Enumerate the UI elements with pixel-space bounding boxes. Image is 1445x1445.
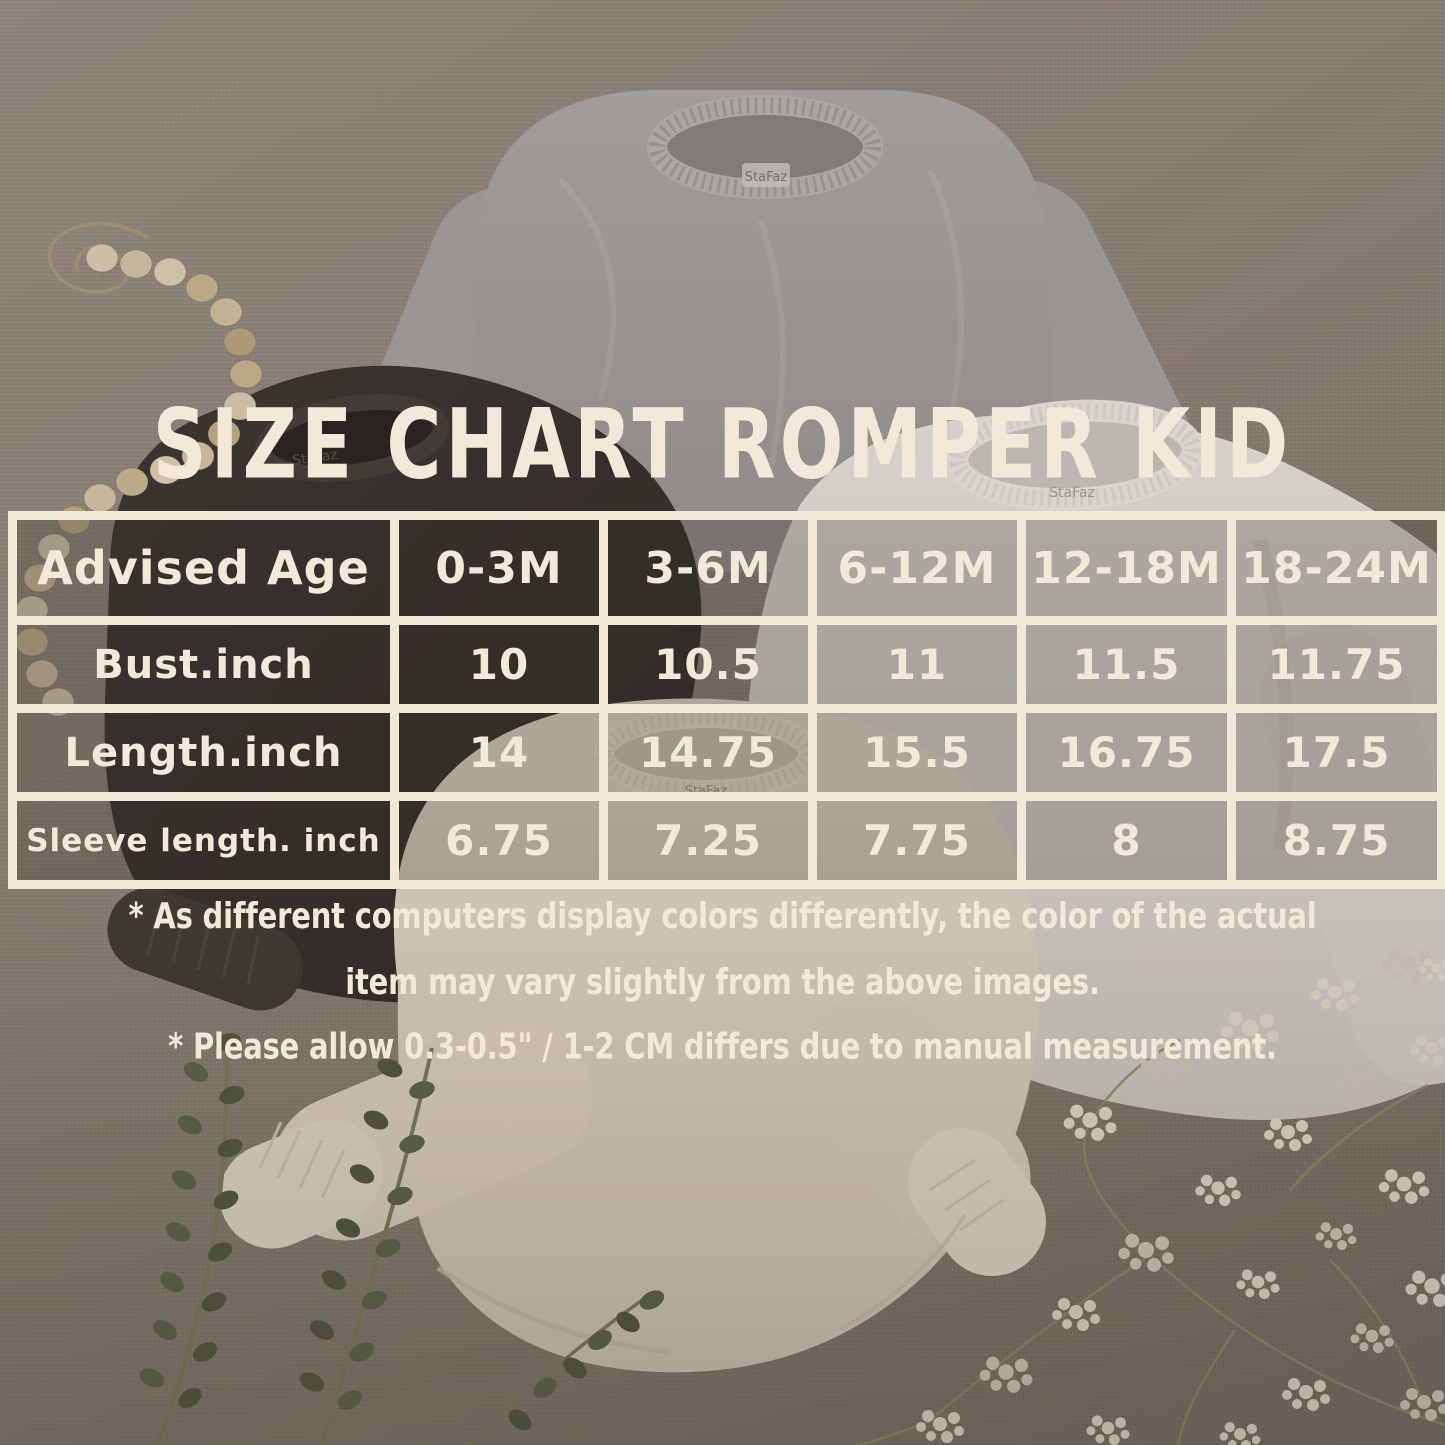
value-cell: 10.5	[599, 616, 817, 713]
value-cell: 14	[390, 704, 608, 801]
header-cell-advised-age: Advised Age	[8, 511, 399, 625]
header-cell-6-12m: 6-12M	[808, 511, 1026, 625]
row-label-length: Length.inch	[8, 704, 399, 801]
header-cell-12-18m: 12-18M	[1017, 511, 1236, 625]
row-label-sleeve: Sleeve length. inch	[8, 792, 399, 889]
value-cell: 10	[390, 616, 608, 713]
table-row-sleeve: Sleeve length. inch 6.75 7.25 7.75 8 8.7…	[8, 792, 1445, 889]
value-cell: 7.75	[808, 792, 1026, 889]
value-cell: 15.5	[808, 704, 1026, 801]
page-title: SIZE CHART ROMPER KID	[152, 387, 1293, 501]
note-line: * As different computers display colors …	[128, 894, 1317, 937]
table-row-bust: Bust.inch 10 10.5 11 11.5 11.75	[8, 616, 1445, 713]
header-cell-3-6m: 3-6M	[599, 511, 817, 625]
header-cell-18-24m: 18-24M	[1227, 511, 1445, 625]
header-cell-0-3m: 0-3M	[390, 511, 608, 625]
value-cell: 14.75	[599, 704, 817, 801]
size-chart-table: Advised Age 0-3M 3-6M 6-12M 12-18M 18-24…	[8, 511, 1445, 889]
disclaimer-notes: * As different computers display colors …	[0, 884, 1445, 1080]
row-label-bust: Bust.inch	[8, 616, 399, 713]
value-cell: 8.75	[1227, 792, 1445, 889]
value-cell: 11.5	[1017, 616, 1236, 713]
table-row-length: Length.inch 14 14.75 15.5 16.75 17.5	[8, 704, 1445, 801]
value-cell: 6.75	[390, 792, 608, 889]
value-cell: 11	[808, 616, 1026, 713]
value-cell: 17.5	[1227, 704, 1445, 801]
value-cell: 11.75	[1227, 616, 1445, 713]
value-cell: 16.75	[1017, 704, 1236, 801]
table-header-row: Advised Age 0-3M 3-6M 6-12M 12-18M 18-24…	[8, 511, 1445, 625]
note-line: * Please allow 0.3-0.5" / 1-2 CM differs…	[168, 1025, 1277, 1068]
note-line: item may vary slightly from the above im…	[345, 960, 1100, 1002]
value-cell: 8	[1017, 792, 1236, 889]
value-cell: 7.25	[599, 792, 817, 889]
